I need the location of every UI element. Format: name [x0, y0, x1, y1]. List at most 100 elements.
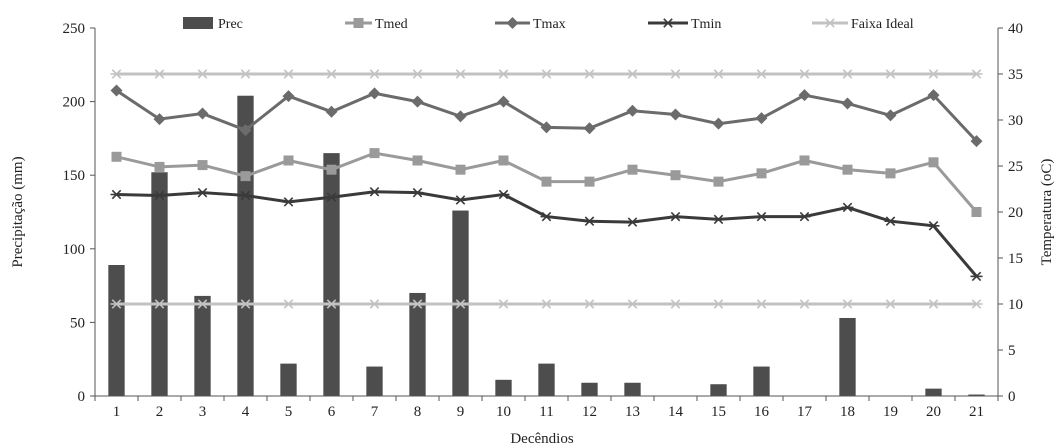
point-faixa-ideal-lower — [841, 299, 854, 309]
legend-label-tmin: Tmin — [691, 17, 721, 32]
bar-prec — [710, 384, 727, 396]
point-faixa-ideal-upper-stroke — [283, 69, 294, 79]
x-axis-title: Decêndios — [510, 431, 573, 447]
x-tick-label: 12 — [582, 404, 597, 420]
legend-marker-tmin — [662, 18, 674, 28]
point-faixa-ideal-lower — [454, 299, 467, 309]
point-tmax — [239, 124, 252, 137]
point-tmax — [153, 113, 166, 126]
legend-marker-tmed — [353, 18, 364, 28]
bar-prec — [280, 363, 297, 396]
point-tmax — [841, 97, 854, 110]
point-faixa-ideal-lower-stroke — [541, 299, 552, 309]
point-tmin-stroke — [283, 197, 294, 207]
point-tmin — [540, 211, 553, 222]
point-faixa-ideal-lower — [282, 299, 295, 309]
x-tick-label: 9 — [457, 404, 465, 420]
y-tick-left-label: 250 — [63, 21, 86, 37]
point-tmin-stroke — [154, 190, 165, 201]
point-faixa-ideal-lower — [626, 299, 639, 309]
legend-swatch-prec — [183, 17, 213, 29]
point-faixa-ideal-upper — [540, 69, 553, 79]
x-tick-label: 19 — [883, 404, 898, 420]
x-tick-label: 20 — [926, 404, 941, 420]
point-faixa-ideal-upper-stroke — [756, 69, 767, 79]
point-faixa-ideal-lower — [798, 299, 811, 309]
point-faixa-ideal-lower-stroke — [412, 299, 423, 309]
point-tmed — [799, 155, 810, 166]
point-tmin — [755, 211, 768, 222]
point-faixa-ideal-upper-stroke — [541, 69, 552, 79]
point-tmed — [670, 170, 681, 181]
point-tmed — [197, 160, 208, 171]
point-tmax — [411, 95, 424, 108]
line-series-group — [110, 69, 983, 309]
point-faixa-ideal-upper — [110, 69, 123, 79]
point-tmax — [798, 89, 811, 102]
point-faixa-ideal-lower — [153, 299, 166, 309]
x-tick-label: 3 — [199, 404, 207, 420]
bar-prec — [968, 394, 985, 396]
point-faixa-ideal-upper — [368, 69, 381, 79]
point-tmin — [239, 190, 252, 201]
point-faixa-ideal-lower-stroke — [885, 299, 896, 309]
point-faixa-ideal-upper-stroke — [713, 69, 724, 79]
point-tmax — [110, 84, 123, 97]
point-tmin-stroke — [885, 216, 896, 226]
x-tick-label: 17 — [797, 404, 813, 420]
point-faixa-ideal-upper-stroke — [154, 69, 165, 79]
y-tick-right-label: 40 — [1008, 21, 1023, 37]
point-faixa-ideal-lower-stroke — [498, 299, 509, 309]
x-tick-label: 14 — [668, 404, 684, 420]
line-series-faixa-ideal — [110, 69, 983, 309]
point-tmin-stroke — [111, 189, 122, 200]
y-tick-right-label: 5 — [1008, 343, 1016, 359]
point-tmin-stroke — [584, 216, 595, 226]
point-faixa-ideal-upper — [712, 69, 725, 79]
y-tick-right-label: 10 — [1008, 297, 1023, 313]
point-tmax — [712, 117, 725, 130]
bar-prec — [237, 95, 254, 396]
point-tmin-stroke — [541, 211, 552, 222]
point-tmed — [928, 157, 939, 168]
point-faixa-ideal-lower — [540, 299, 553, 309]
point-faixa-ideal-lower — [755, 299, 768, 309]
point-tmin-stroke — [756, 211, 767, 222]
point-faixa-ideal-upper-stroke — [455, 69, 466, 79]
point-faixa-ideal-upper — [755, 69, 768, 79]
point-faixa-ideal-lower — [884, 299, 897, 309]
x-tick-label: 7 — [371, 404, 379, 420]
point-tmed — [283, 155, 294, 166]
point-faixa-ideal-lower — [927, 299, 940, 309]
point-tmax — [884, 109, 897, 122]
point-faixa-ideal-lower-stroke — [670, 299, 681, 309]
point-faixa-ideal-upper-stroke — [627, 69, 638, 79]
point-tmax — [282, 90, 295, 103]
point-tmin-stroke — [197, 187, 208, 198]
point-tmed — [885, 168, 896, 179]
bar-prec — [839, 317, 856, 396]
point-faixa-ideal-lower-stroke — [756, 299, 767, 309]
bar-prec — [323, 153, 340, 396]
point-tmax — [927, 89, 940, 102]
y-tick-left-label: 100 — [63, 242, 86, 258]
point-faixa-ideal-upper-stroke — [412, 69, 423, 79]
point-faixa-ideal-upper-stroke — [240, 69, 251, 79]
bar-prec — [925, 388, 942, 396]
point-tmin — [454, 195, 467, 205]
bar-prec — [108, 264, 125, 396]
point-tmed — [240, 171, 251, 182]
point-tmax — [368, 87, 381, 100]
point-faixa-ideal-lower — [497, 299, 510, 309]
point-faixa-ideal-upper — [411, 69, 424, 79]
legend-marker-faixa-ideal-stroke — [825, 18, 835, 28]
point-tmed — [541, 176, 552, 187]
point-tmin — [282, 197, 295, 207]
point-faixa-ideal-upper-stroke — [369, 69, 380, 79]
point-faixa-ideal-lower-stroke — [971, 299, 982, 309]
x-tick-label: 21 — [969, 404, 984, 420]
point-tmin-stroke — [412, 187, 423, 198]
point-faixa-ideal-upper-stroke — [326, 69, 337, 79]
x-tick-label: 8 — [414, 404, 422, 420]
y-tick-right-label: 0 — [1008, 389, 1016, 405]
